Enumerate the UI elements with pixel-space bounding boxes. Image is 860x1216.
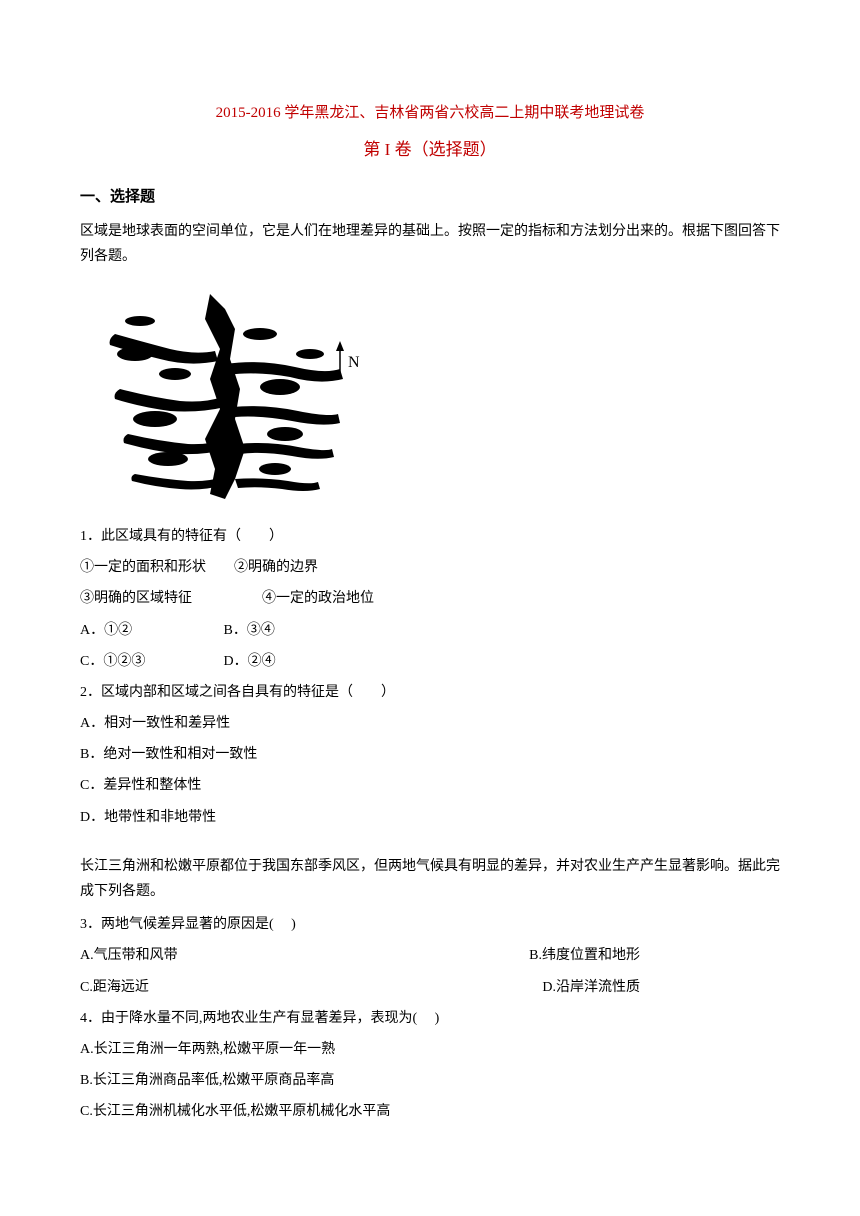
figure-container: N <box>80 279 780 509</box>
q1-statements: ①一定的面积和形状 ②明确的边界 <box>80 555 780 580</box>
q3-option-d: D.沿岸洋流性质 <box>542 975 640 1000</box>
q2-option-c: C．差异性和整体性 <box>80 773 780 798</box>
q2-option-d: D．地带性和非地带性 <box>80 805 780 830</box>
q2-stem: 2．区域内部和区域之间各自具有的特征是（ ） <box>80 680 780 705</box>
section-heading: 一、选择题 <box>80 184 780 211</box>
q3-option-b: B.纬度位置和地形 <box>529 943 640 968</box>
q4-option-c: C.长江三角洲机械化水平低,松嫩平原机械化水平高 <box>80 1099 780 1124</box>
q3-stem: 3．两地气候差异显著的原因是( ) <box>80 912 780 937</box>
sub-title: 第 I 卷（选择题） <box>80 135 780 166</box>
q1-option-a: A．①② <box>80 618 220 643</box>
q3-option-c: C.距海远近 <box>80 975 149 1000</box>
q1-option-b: B．③④ <box>224 618 364 643</box>
q1-options-row1: A．①② B．③④ <box>80 618 780 643</box>
q4-option-a: A.长江三角洲一年两熟,松嫩平原一年一熟 <box>80 1037 780 1062</box>
q1-option-d: D．②④ <box>224 649 364 674</box>
q4-option-b: B.长江三角洲商品率低,松嫩平原商品率高 <box>80 1068 780 1093</box>
section2-intro: 长江三角洲和松嫩平原都位于我国东部季风区，但两地气候具有明显的差异，并对农业生产… <box>80 854 780 904</box>
q1-options-row2: C．①②③ D．②④ <box>80 649 780 674</box>
q1-stem: 1．此区域具有的特征有（ ） <box>80 524 780 549</box>
q1-statements2: ③明确的区域特征 ④一定的政治地位 <box>80 586 780 611</box>
q3-option-a: A.气压带和风带 <box>80 943 178 968</box>
spacer <box>80 836 780 854</box>
q2-option-b: B．绝对一致性和相对一致性 <box>80 742 780 767</box>
section-intro: 区域是地球表面的空间单位，它是人们在地理差异的基础上。按照一定的指标和方法划分出… <box>80 219 780 269</box>
svg-text:N: N <box>348 354 360 371</box>
q2-option-a: A．相对一致性和差异性 <box>80 711 780 736</box>
q1-option-c: C．①②③ <box>80 649 220 674</box>
q4-stem: 4．由于降水量不同,两地农业生产有显著差异，表现为( ) <box>80 1006 780 1031</box>
river-delta-figure: N <box>80 279 370 509</box>
main-title: 2015-2016 学年黑龙江、吉林省两省六校高二上期中联考地理试卷 <box>80 100 780 127</box>
q3-options-row2: C.距海远近 D.沿岸洋流性质 <box>80 975 780 1000</box>
delta-network-icon: N <box>80 279 370 509</box>
q3-options-row1: A.气压带和风带 B.纬度位置和地形 <box>80 943 780 968</box>
